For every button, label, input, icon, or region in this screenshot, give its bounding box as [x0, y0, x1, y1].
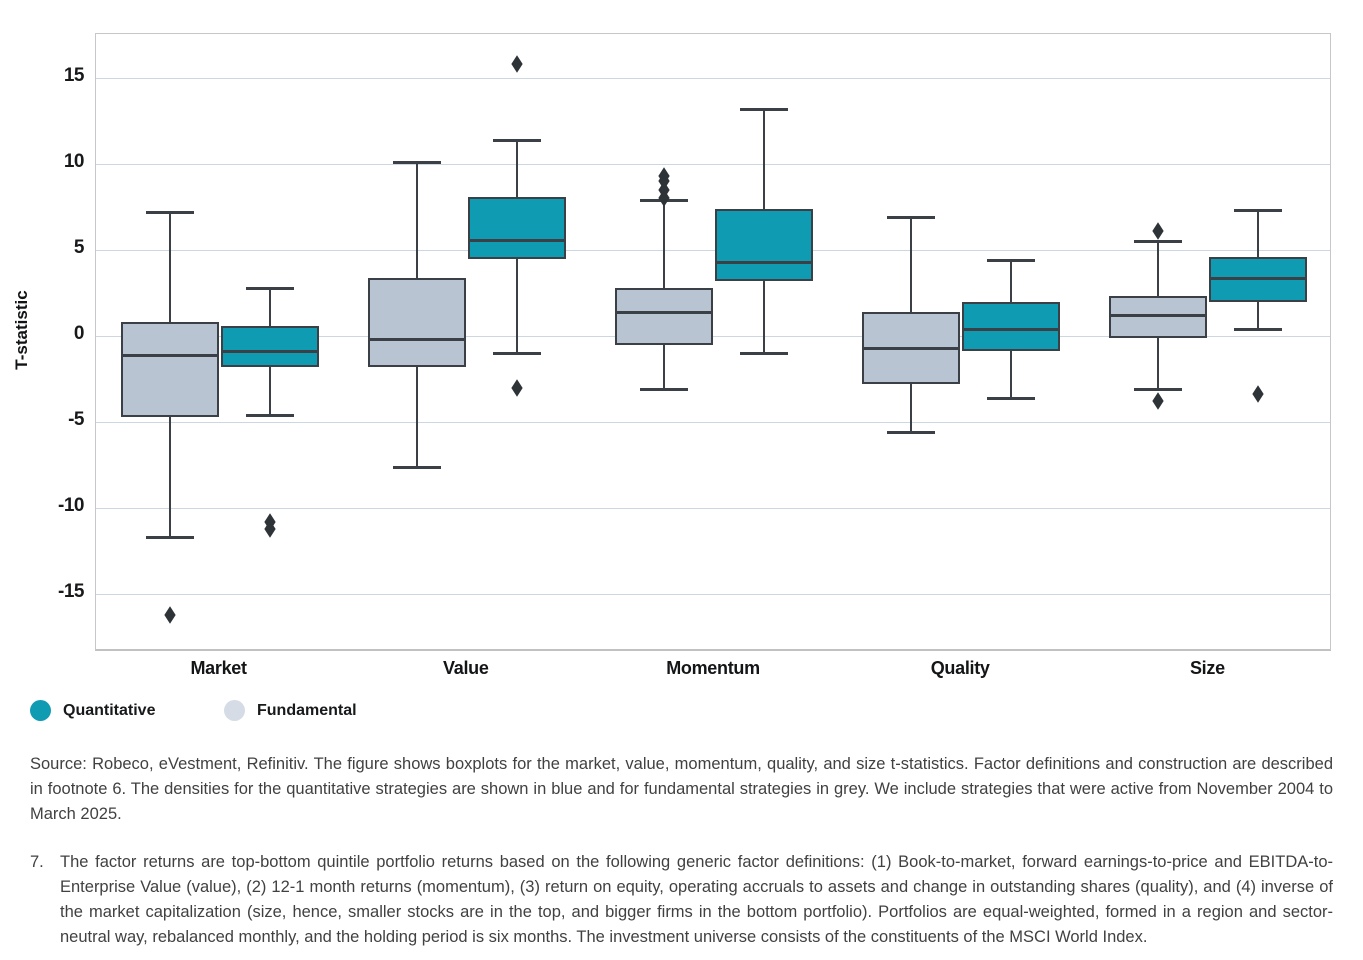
x-axis-label: Size	[1189, 658, 1225, 678]
x-axis-label: Value	[443, 658, 489, 678]
y-axis-tick-label: 5	[73, 237, 85, 258]
footnote-text: The factor returns are top-bottom quinti…	[60, 853, 1333, 946]
y-axis-tick-label: 10	[63, 151, 85, 172]
boxplot-box	[962, 301, 1061, 352]
y-axis-tick-label: 15	[63, 65, 85, 86]
outlier-diamond	[163, 605, 176, 624]
y-axis-tick-label: -5	[68, 409, 84, 430]
outlier-diamond	[1152, 222, 1165, 240]
plot-area	[95, 33, 1331, 651]
y-axis-tick-label: -15	[58, 581, 84, 602]
boxplot-box	[467, 196, 566, 259]
boxplot-box	[615, 287, 713, 345]
fundamental-swatch-icon	[224, 700, 245, 721]
boxplot-chart: T-statistic 15 10 5 0 -5 -10 -15 Market Value Mom…	[12, 33, 1331, 678]
whisker-cap	[987, 259, 1036, 263]
median-line	[617, 310, 711, 314]
median-line	[717, 261, 811, 265]
figure-footer: Source: Robeco, eVestment, Refinitiv. Th…	[30, 752, 1333, 950]
outlier-diamond	[511, 55, 523, 74]
median-line	[1211, 276, 1306, 280]
outlier-diamond	[511, 378, 523, 397]
whisker-cap	[987, 396, 1036, 400]
whisker-cap	[887, 431, 936, 435]
median-line	[864, 347, 959, 351]
whisker-cap	[492, 138, 541, 142]
boxplot-box	[367, 277, 466, 367]
legend-label: Quantitative	[63, 701, 156, 719]
whisker-cap	[392, 161, 441, 165]
gridline	[96, 508, 1330, 509]
gridline	[96, 164, 1330, 165]
whisker-cap	[245, 414, 294, 418]
outlier-diamond	[1152, 392, 1165, 411]
gridline	[96, 250, 1330, 251]
boxplot-box	[715, 208, 813, 281]
whisker-cap	[392, 465, 441, 469]
median-line	[1111, 314, 1206, 318]
median-line	[369, 338, 464, 342]
whisker-cap	[1234, 328, 1283, 332]
median-line	[469, 238, 564, 242]
outlier-diamond	[1252, 385, 1265, 404]
footnote: 7. The factor returns are top-bottom qui…	[30, 850, 1333, 950]
whisker-cap	[245, 286, 294, 290]
quantitative-swatch-icon	[30, 700, 51, 721]
whisker-cap	[640, 388, 688, 392]
legend-label: Fundamental	[257, 701, 357, 719]
x-axis-label: Market	[190, 658, 247, 678]
whisker-cap	[145, 211, 194, 215]
median-line	[964, 328, 1059, 332]
x-axis-label: Momentum	[666, 658, 760, 678]
y-axis-tick-label: 0	[73, 323, 85, 344]
whisker-cap	[887, 216, 936, 220]
whisker-cap	[740, 352, 788, 356]
whisker-cap	[1134, 388, 1183, 392]
footnote-number: 7.	[30, 853, 44, 871]
boxplot-box	[120, 322, 219, 417]
gridline	[96, 422, 1330, 423]
whisker-cap	[1134, 240, 1183, 244]
gridline	[96, 336, 1330, 337]
median-line	[122, 353, 217, 357]
legend-item-quantitative: Quantitative	[30, 700, 155, 721]
median-line	[222, 350, 317, 354]
legend-item-fundamental: Fundamental	[224, 700, 357, 721]
boxplot-box	[220, 325, 319, 367]
whisker-cap	[1234, 209, 1283, 213]
y-axis-tick-label: -10	[58, 495, 84, 516]
gridline	[96, 78, 1330, 79]
whisker-cap	[145, 536, 194, 540]
x-axis-label: Quality	[930, 658, 990, 678]
whisker-cap	[492, 352, 541, 356]
whisker-cap	[740, 107, 788, 111]
source-text: Source: Robeco, eVestment, Refinitiv. Th…	[30, 755, 1333, 823]
gridline	[96, 594, 1330, 595]
